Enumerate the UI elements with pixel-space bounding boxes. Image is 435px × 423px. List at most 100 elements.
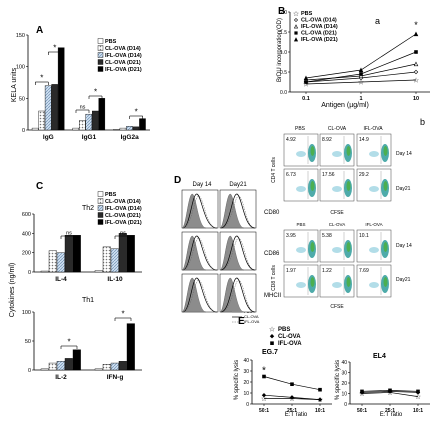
cd8-flow-core-1-2 bbox=[383, 277, 388, 287]
panel-a-cat-label-1: IgG1 bbox=[82, 134, 97, 141]
cd8-day21: Day21 bbox=[396, 277, 411, 283]
panel-b-series-line-0 bbox=[305, 79, 417, 85]
el4-xtick-label-2: 10:1 bbox=[413, 408, 423, 414]
cd4-day21: Day21 bbox=[396, 186, 411, 192]
panel-a-bar-1-2 bbox=[85, 113, 93, 131]
cd8-flow-value-0-0: 3.95 bbox=[286, 233, 296, 239]
panel-c-th1-bar-0-0 bbox=[40, 368, 49, 371]
panel-e-legend-label-2: IFL-OVA bbox=[278, 341, 302, 347]
panel-c-th2-bar-1-1 bbox=[102, 246, 111, 273]
panel-b-xtick-label-2: 10 bbox=[413, 96, 419, 102]
eg7-ytick-label-1: 10 bbox=[243, 391, 249, 397]
panel-c-th2-ytick-label-0: 0 bbox=[28, 270, 31, 276]
panel-b-point-4-1 bbox=[358, 67, 364, 73]
panel-b-point-4-0 bbox=[303, 75, 309, 81]
eg7-title: EG.7 bbox=[262, 349, 278, 356]
cd8-flow-minor-1-0 bbox=[296, 282, 306, 288]
el4-xtick-label-0: 50:1 bbox=[357, 408, 367, 414]
panel-a-ytick-label-0: 0 bbox=[22, 128, 25, 134]
el4-xtick-label-1: 25:1 bbox=[385, 408, 395, 414]
el4-xlabel: E:T ratio bbox=[380, 412, 403, 418]
el4-ytick-label-4: 40 bbox=[341, 360, 347, 366]
cd4-flow-value-0-1: 8.92 bbox=[322, 137, 332, 143]
panel-c-legend-label-4: IFL-OVA (D21) bbox=[105, 220, 142, 226]
panel-b-ytick-label-4: 2.0 bbox=[280, 10, 287, 16]
panel-a-ytick-label-1: 50 bbox=[19, 96, 25, 102]
panel-c-th1-bar-0-1 bbox=[48, 362, 57, 371]
panel-a-cat-label-0: IgG bbox=[43, 134, 54, 141]
el4-ytick-label-1: 10 bbox=[341, 392, 347, 398]
panel-a-bar-0-3 bbox=[51, 84, 58, 131]
cd8-ylabel: CD8 T cells bbox=[271, 265, 277, 291]
panel-b-point-2-1 bbox=[358, 73, 364, 79]
panel-c-legend-swatch-2 bbox=[97, 205, 104, 211]
panel-b-ytick-label-0: 0.0 bbox=[280, 90, 287, 96]
panel-b-legend-marker-2 bbox=[293, 24, 299, 29]
panel-c-th1-bar-1-2 bbox=[110, 362, 119, 371]
panel-a-bar-1-3 bbox=[92, 110, 99, 131]
panel-c-th2-cat-label-0: IL-4 bbox=[55, 276, 67, 283]
panel-c-th1-bar-1-0 bbox=[94, 368, 103, 371]
panel-b-ytick-label-2: 1.0 bbox=[280, 50, 287, 56]
panel-c-th2-sig-0-label: ns bbox=[66, 231, 72, 237]
panel-c-th1-ytick-label-2: 100 bbox=[22, 310, 31, 316]
cd8-flow-value-0-1: 5.38 bbox=[322, 233, 332, 239]
panel-a-bar-0-2 bbox=[44, 85, 52, 131]
panel-a-legend-swatch-4 bbox=[97, 66, 104, 72]
panel-label-c: C bbox=[36, 181, 43, 192]
el4-point-0-2: ☆ bbox=[415, 393, 421, 401]
el4-point-2-1 bbox=[388, 388, 392, 393]
cd8-day14: Day 14 bbox=[396, 243, 412, 249]
el4-point-2-2 bbox=[416, 389, 420, 394]
hist-2-1-ifl-line bbox=[220, 279, 256, 313]
panel-b-legend-label-1: CL-OVA (D14) bbox=[301, 18, 337, 24]
eg7-ytick-label-4: 40 bbox=[243, 358, 249, 364]
panel-c-th1-ytick-label-1: 50 bbox=[25, 339, 31, 345]
panel-b-legend-label-2: IFL-OVA (D14) bbox=[301, 24, 338, 30]
panel-a-bar-2-3 bbox=[132, 126, 140, 131]
el4-point-2-0 bbox=[360, 389, 364, 394]
flow-col-cl: CL-OVA bbox=[328, 126, 347, 132]
panel-label-a: A bbox=[36, 25, 43, 36]
panel-a-sig-1-label: * bbox=[53, 44, 56, 53]
cd8-xlabel: CFSE bbox=[330, 304, 344, 310]
cd4-flow-core-0-1 bbox=[346, 146, 351, 156]
hist-legend-ifl: IFL-OVA bbox=[244, 319, 260, 324]
panel-c-th2-bar-1-3 bbox=[118, 233, 127, 273]
cd4-flow-minor-0-2 bbox=[369, 151, 379, 157]
panel-b-legend-marker-4 bbox=[293, 37, 299, 42]
eg7-point-2-0 bbox=[262, 374, 266, 379]
panel-e-legend-label-0: PBS bbox=[278, 327, 290, 333]
cd4-flow-value-0-2: 14.9 bbox=[359, 137, 369, 143]
panel-b-point-1-2 bbox=[413, 69, 419, 75]
panel-c-legend-label-3: CL-OVA (D21) bbox=[105, 213, 141, 219]
panel-c-legend-label-0: PBS bbox=[105, 192, 117, 198]
hist-0-1-ifl-line bbox=[220, 195, 256, 229]
eg7-xlabel: E:T ratio bbox=[285, 412, 308, 418]
panel-c-th2-bar-1-4 bbox=[126, 235, 135, 273]
eg7-point-0-0: ☆ bbox=[261, 395, 267, 403]
cd4-flow-core-0-0 bbox=[310, 146, 315, 156]
panel-b-sig: * bbox=[414, 20, 418, 30]
hist-marker-cd80: CD80 bbox=[264, 210, 280, 216]
panel-a-legend-swatch-3 bbox=[97, 59, 104, 65]
panel-e-legend-marker-1 bbox=[269, 333, 275, 339]
panel-c-legend-swatch-4 bbox=[97, 219, 104, 225]
panel-a-bar-0-4 bbox=[57, 47, 65, 131]
panel-c-th1-sig-1-label: * bbox=[121, 310, 124, 319]
cd8-flow-value-1-2: 7.69 bbox=[359, 268, 369, 274]
cd8-flow-core-0-1 bbox=[346, 242, 351, 252]
panel-c-th2-ytick-label-2: 400 bbox=[22, 231, 31, 237]
panel-b-legend-label-3: CL-OVA (D21) bbox=[301, 31, 337, 37]
eg7-xtick-label-2: 10:1 bbox=[315, 408, 325, 414]
panel-c-th1-bar-0-2 bbox=[56, 361, 65, 371]
panel-c-th1-ytick-label-0: 0 bbox=[28, 368, 31, 374]
hist-marker-mhcii: MHCII bbox=[264, 293, 281, 299]
panel-a-legend-label-1: CL-OVA (D14) bbox=[105, 46, 141, 52]
eg7-xtick-label-0: 50:1 bbox=[259, 408, 269, 414]
panel-c-th2-bar-0-2 bbox=[56, 252, 65, 273]
eg7-ytick-label-2: 20 bbox=[243, 380, 249, 386]
panel-c-th2-bar-0-0 bbox=[40, 270, 49, 273]
panel-b-legend-label-4: IFL-OVA (D21) bbox=[301, 37, 338, 43]
panel-c-th1-bar-0-4 bbox=[72, 349, 81, 371]
